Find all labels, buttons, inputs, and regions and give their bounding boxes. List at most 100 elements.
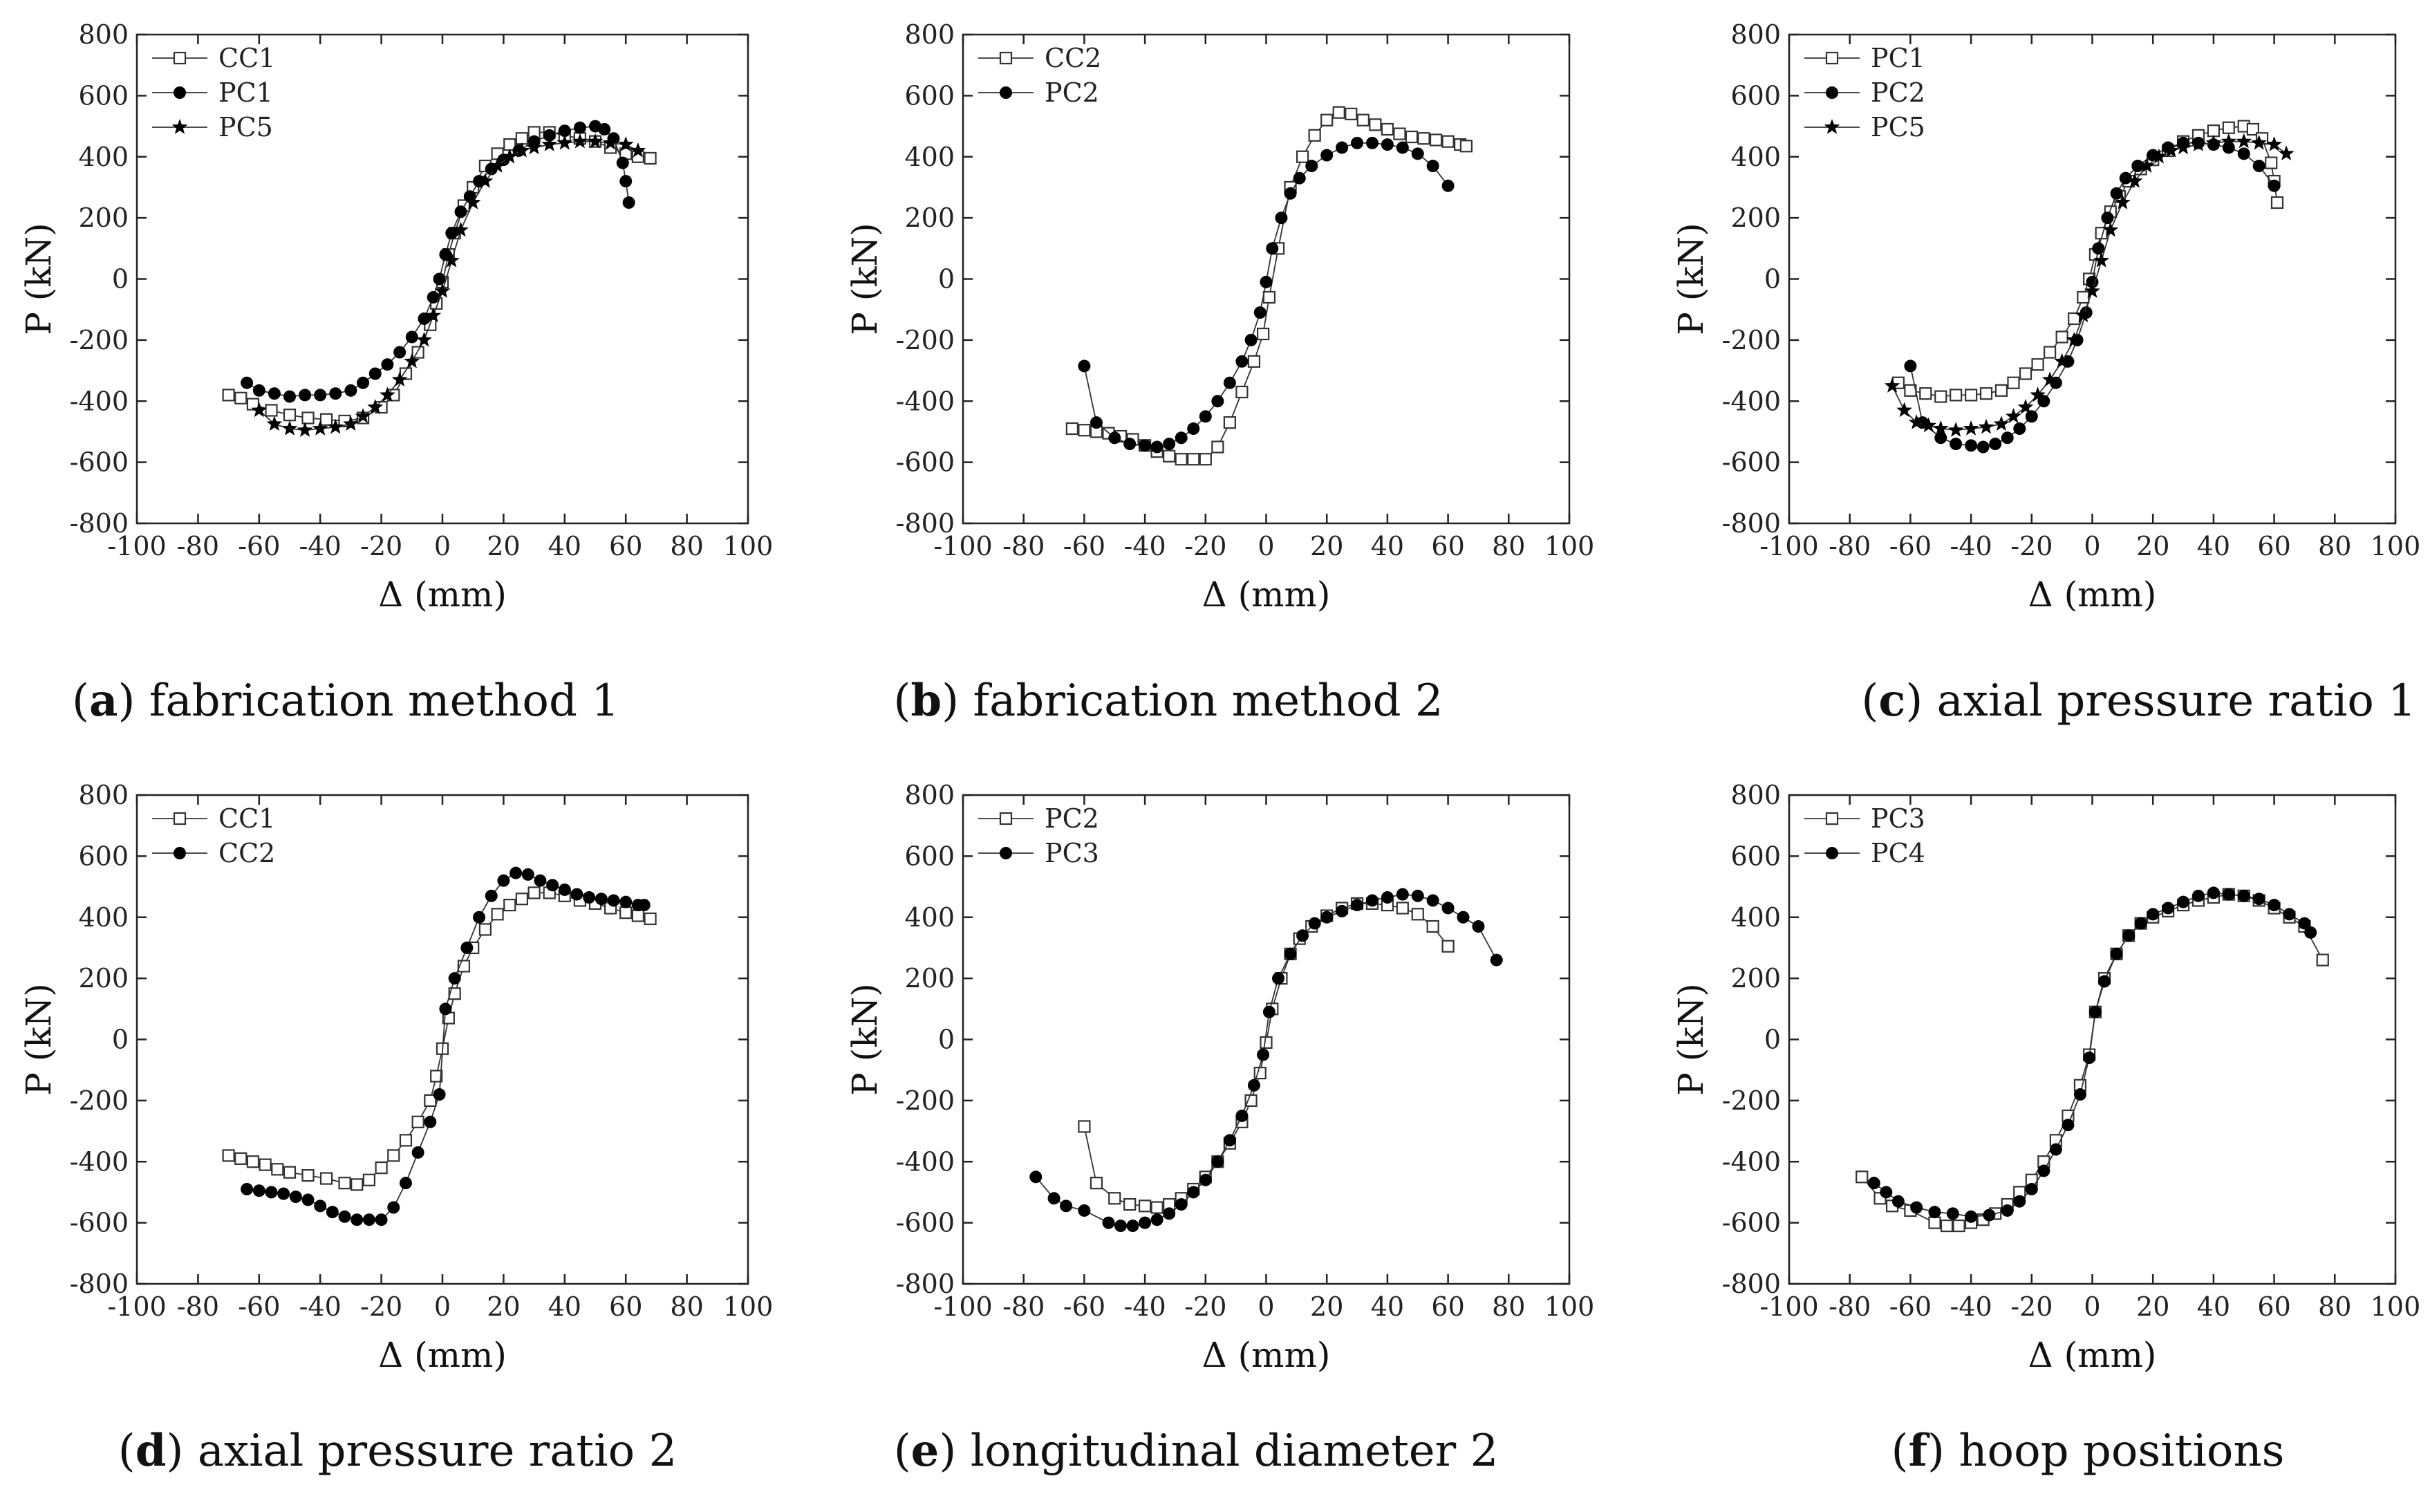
data-point <box>1332 106 1345 119</box>
data-point <box>465 194 481 209</box>
data-point <box>515 893 529 906</box>
data-point <box>2093 252 2110 268</box>
data-point <box>2252 893 2265 906</box>
legend-marker <box>1825 812 1839 825</box>
legend-label: CC2 <box>1045 43 1101 73</box>
data-point <box>1441 135 1455 148</box>
y-tick-label: 800 <box>1730 780 1781 810</box>
y-tick-label: 600 <box>1730 80 1781 111</box>
y-tick-label: 0 <box>1764 1025 1781 1055</box>
y-tick-label: 400 <box>78 902 129 933</box>
y-tick-label: 400 <box>904 902 955 933</box>
y-tick-label: 600 <box>904 80 955 111</box>
data-point <box>252 1184 265 1197</box>
data-point <box>595 893 608 906</box>
data-point <box>1262 1005 1275 1018</box>
data-point <box>1078 424 1091 437</box>
series-PC2 <box>1904 136 2281 454</box>
x-tick-label: 40 <box>548 531 581 561</box>
legend-label: PC1 <box>218 77 273 108</box>
data-point <box>1078 1204 1091 1217</box>
data-point <box>1244 333 1258 346</box>
series-line <box>1909 142 2275 448</box>
data-point <box>1459 140 1473 153</box>
data-point <box>2119 171 2132 185</box>
data-point <box>443 252 460 268</box>
data-point <box>424 1094 437 1107</box>
x-tick-label: -20 <box>1184 1291 1226 1322</box>
data-point <box>460 941 474 954</box>
data-point <box>503 898 516 912</box>
data-point <box>1247 355 1261 368</box>
data-point <box>1994 384 2008 397</box>
data-point <box>1150 1213 1163 1226</box>
caption-letter: b <box>910 675 942 727</box>
data-point <box>268 387 281 400</box>
data-point <box>1950 438 1963 451</box>
data-point <box>510 866 523 879</box>
x-tick-label: 0 <box>1258 1291 1274 1322</box>
data-point <box>301 1193 315 1206</box>
y-axis-label: P (kN) <box>845 983 885 1096</box>
data-point <box>1293 171 1306 185</box>
x-tick-label: 100 <box>723 531 774 561</box>
x-tick-label: 0 <box>434 1291 451 1322</box>
x-tick-label: 0 <box>2084 531 2100 561</box>
data-point <box>1381 891 1394 904</box>
data-point <box>619 906 633 920</box>
y-tick-label: 600 <box>78 80 129 111</box>
data-point <box>1336 904 1349 917</box>
data-point <box>259 1158 272 1171</box>
y-tick-label: 400 <box>1730 142 1781 172</box>
y-axis-label: P (kN) <box>845 223 885 335</box>
data-point <box>314 389 327 402</box>
y-tick-label: -600 <box>1722 447 1781 478</box>
data-point <box>453 221 469 237</box>
data-point <box>1078 360 1091 373</box>
data-point <box>2207 124 2220 138</box>
data-point <box>1275 212 1288 225</box>
data-point <box>448 972 461 985</box>
data-point <box>1163 449 1176 463</box>
data-point <box>1257 1048 1270 1061</box>
data-point <box>2013 422 2026 436</box>
data-point <box>622 196 635 209</box>
data-point <box>357 376 370 389</box>
caption-text: longitudinal diameter 2 <box>971 1426 1499 1477</box>
x-tick-label: 100 <box>1544 531 1595 561</box>
data-point <box>1904 360 1917 373</box>
data-point <box>326 1206 339 1219</box>
data-point <box>2101 212 2114 225</box>
data-point <box>1411 908 1424 921</box>
y-tick-label: 200 <box>904 203 955 233</box>
legend-label: CC2 <box>218 838 275 868</box>
data-point <box>425 307 442 323</box>
x-axis-label: Δ (mm) <box>1202 1335 1331 1375</box>
data-point <box>1139 439 1152 452</box>
data-point <box>514 142 530 158</box>
chart-panel-d: -100 -80 -60 -40 -20 0 20 40 60 80 100800600400200… <box>19 780 773 1477</box>
data-point <box>312 420 328 436</box>
legend-marker <box>1826 86 1838 99</box>
data-point <box>2316 953 2329 967</box>
data-point <box>619 175 633 188</box>
caption-text: fabrication method 2 <box>973 675 1443 727</box>
data-point <box>1472 920 1485 933</box>
data-point <box>631 909 644 922</box>
data-point <box>439 248 452 261</box>
x-tick-label: -60 <box>1063 531 1105 561</box>
series-PC5 <box>251 133 646 437</box>
data-point <box>637 899 651 912</box>
data-point <box>1247 1079 1260 1092</box>
data-point <box>1114 1220 1128 1233</box>
data-point <box>265 1186 278 1199</box>
x-tick-label: 60 <box>1431 1291 1464 1322</box>
data-point <box>1426 920 1439 933</box>
data-point <box>534 874 547 887</box>
chart-panel-c: -100 -80 -60 -40 -20 0 20 40 60 80 100800600400200… <box>1671 19 2420 727</box>
y-tick-label: 200 <box>904 963 955 993</box>
data-point <box>283 390 296 403</box>
x-tick-label: -60 <box>238 1291 280 1322</box>
